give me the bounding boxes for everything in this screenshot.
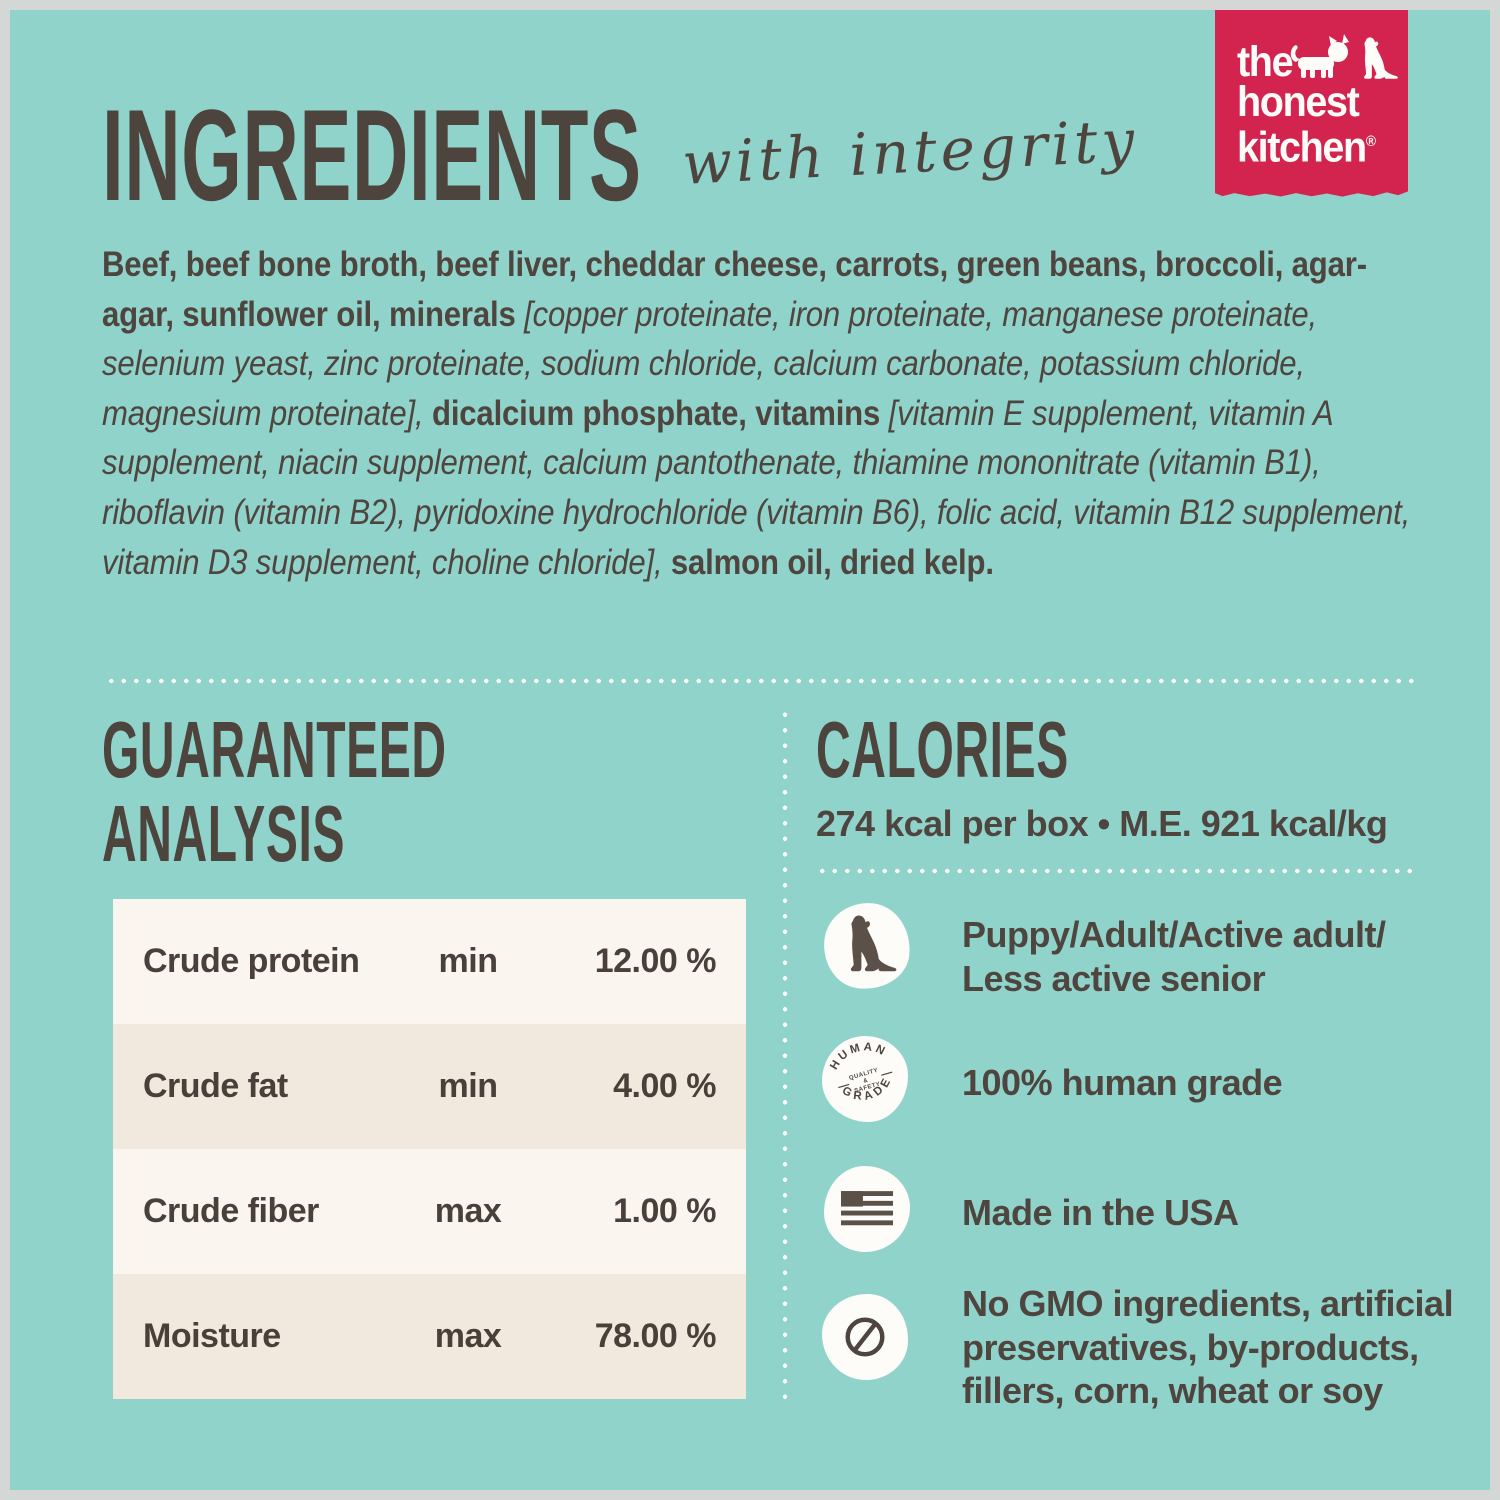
table-row: Moisture max 78.00 % xyxy=(113,1274,746,1399)
dog-icon xyxy=(1364,37,1398,79)
nutrient-qualifier: max xyxy=(434,1317,502,1355)
nutrient-qualifier: min xyxy=(438,1067,498,1105)
registered-mark: ® xyxy=(1365,133,1377,150)
brand-logo: the honest kitchen® xyxy=(1215,10,1408,197)
guaranteed-analysis-table: Crude protein min 12.00 % Crude fat min … xyxy=(113,899,746,1399)
nutrient-label: Crude fat xyxy=(143,1067,288,1105)
nutrient-qualifier: max xyxy=(434,1192,502,1230)
badge-text-top: HUMAN xyxy=(823,1036,892,1074)
calories-dotted-divider xyxy=(816,868,1418,874)
svg-text:HUMAN: HUMAN xyxy=(823,1036,892,1074)
life-stage-line2: Less active senior xyxy=(962,957,1266,999)
brand-word-the: the xyxy=(1237,38,1294,86)
made-in-usa-text: Made in the USA xyxy=(962,1191,1239,1235)
no-gmo-text: No GMO ingredients, artificial preservat… xyxy=(962,1282,1454,1413)
nutrient-qualifier: min xyxy=(438,942,498,980)
nutrient-value: 1.00 % xyxy=(613,1192,716,1230)
life-stage-text: Puppy/Adult/Active adult/ Less active se… xyxy=(962,913,1386,1000)
no-gmo-icon xyxy=(845,1317,885,1357)
table-row: Crude fiber max 1.00 % xyxy=(113,1149,746,1274)
badge-text-ampersand: & xyxy=(863,1078,869,1085)
vertical-dotted-divider xyxy=(782,707,788,1401)
calories-detail: 274 kcal per box • M.E. 921 kcal/kg xyxy=(816,803,1388,844)
no-gmo-line3: fillers, corn, wheat or soy xyxy=(962,1370,1383,1411)
brand-word-honest: honest xyxy=(1237,78,1360,126)
usa-flag-icon xyxy=(841,1191,893,1226)
table-row: Crude fat min 4.00 % xyxy=(113,1024,746,1149)
label-canvas: INGREDIENTS with integrity the h xyxy=(10,10,1490,1490)
no-gmo-circle xyxy=(822,1294,908,1380)
no-gmo-line2: preservatives, by-products, xyxy=(962,1326,1419,1368)
nutrient-value: 4.00 % xyxy=(613,1067,716,1105)
horizontal-dotted-divider xyxy=(105,678,1418,684)
brand-word-kitchen: kitchen® xyxy=(1237,123,1377,172)
nutrient-label: Moisture xyxy=(143,1317,281,1355)
no-gmo-line1: No GMO ingredients, artificial xyxy=(962,1283,1454,1324)
usa-flag-circle xyxy=(824,1166,910,1252)
guaranteed-analysis-title-line1: GUARANTEED xyxy=(102,705,447,794)
tagline-script: with integrity xyxy=(680,106,1140,198)
calories-title: CALORIES xyxy=(816,705,1069,794)
nutrient-label: Crude fiber xyxy=(143,1192,319,1230)
nutrient-label: Crude protein xyxy=(143,942,360,980)
human-grade-text: 100% human grade xyxy=(962,1061,1283,1105)
life-stage-icon-circle xyxy=(819,898,915,994)
dog-icon xyxy=(850,915,897,972)
human-grade-line1: 100% human grade xyxy=(962,1062,1283,1103)
human-grade-badge-circle: HUMAN GRADE QUALITY & SAFETY xyxy=(822,1036,908,1122)
cat-icon xyxy=(1290,34,1349,78)
made-in-usa-line1: Made in the USA xyxy=(962,1192,1239,1233)
nutrient-value: 78.00 % xyxy=(594,1317,717,1355)
brand-wordmark: the honest kitchen® xyxy=(1237,38,1377,172)
page-title: INGREDIENTS xyxy=(102,82,642,228)
nutrient-value: 12.00 % xyxy=(594,942,717,980)
table-row: Crude protein min 12.00 % xyxy=(113,899,746,1024)
cat-and-dog-icon xyxy=(1290,34,1398,79)
life-stage-line1: Puppy/Adult/Active adult/ xyxy=(962,914,1386,955)
guaranteed-analysis-title-line2: ANALYSIS xyxy=(102,789,346,878)
human-grade-badge-icon: HUMAN GRADE QUALITY & SAFETY xyxy=(823,1036,899,1109)
ingredients-paragraph: Beef, beef bone broth, beef liver, chedd… xyxy=(102,244,1411,582)
